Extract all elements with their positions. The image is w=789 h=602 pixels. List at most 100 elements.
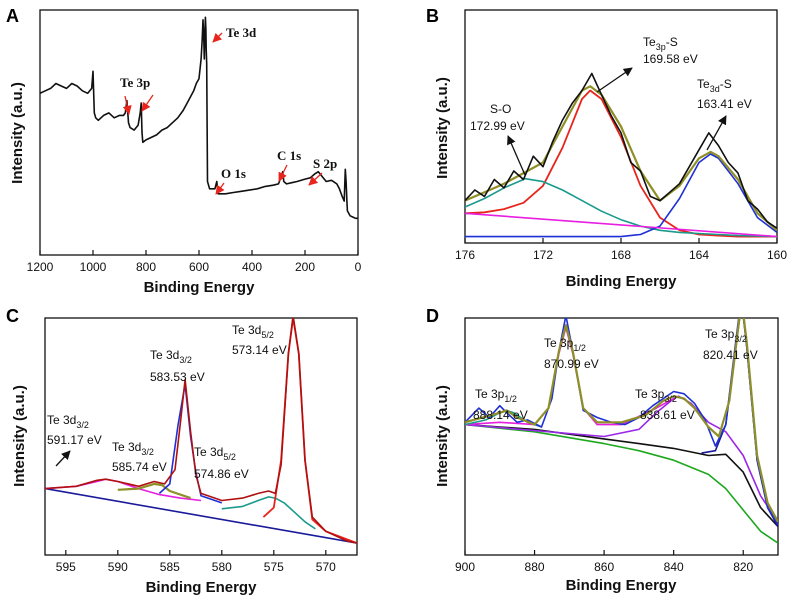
- series-line-b-2: [465, 153, 777, 238]
- xtick-label-c-2: 585: [160, 560, 180, 574]
- xtick-label-d-4: 820: [733, 560, 753, 574]
- xtick-label-a-5: 200: [295, 260, 315, 274]
- xtick-label-a-1: 1000: [80, 260, 107, 274]
- xtick-label-c-3: 580: [212, 560, 232, 574]
- annotation-o1s: O 1s: [221, 166, 246, 181]
- series-layer-c: [45, 318, 357, 544]
- arrow-so: [507, 135, 526, 176]
- series-line-b-0: [465, 89, 777, 238]
- series-line-c-3: [158, 383, 223, 504]
- xtick-label-d-0: 900: [455, 560, 475, 574]
- annotation-d-870-label: Te 3p1/2: [544, 336, 586, 353]
- xtick-label-d-1: 880: [525, 560, 545, 574]
- plot-frame-a: [39, 9, 359, 256]
- arrow-te3p-1: [122, 95, 132, 115]
- annotation-c-574-value: 574.86 eV: [194, 467, 249, 481]
- annotation-te3d: Te 3d: [226, 25, 257, 40]
- ylabel-a: Intensity (a.u.): [9, 82, 26, 184]
- arrow-c-591: [55, 450, 71, 467]
- annotation-c-591-value: 591.17 eV: [47, 433, 102, 447]
- arrow-o1s: [215, 182, 225, 195]
- xtick-label-a-6: 0: [355, 260, 362, 274]
- xtick-label-a-0: 1200: [27, 260, 54, 274]
- arrow-s2p: [308, 172, 323, 186]
- arrow-te3p-2: [141, 94, 154, 112]
- series-line-c-2: [117, 482, 191, 500]
- xlabel-a: Binding Energy: [144, 279, 255, 296]
- panel-label-d: D: [426, 306, 439, 326]
- series-line-c-0: [45, 487, 357, 544]
- annotation-d-888-label: Te 3p1/2: [475, 387, 517, 404]
- series-layer-a: [40, 16, 358, 220]
- ylabel-b: Intensity (a.u.): [434, 77, 451, 179]
- series-line-a-0: [40, 16, 358, 220]
- annotation-c-573-label: Te 3d5/2: [232, 323, 274, 340]
- panel-a: A 1200 1000 800 600 400 200 0 Binding Energy I…: [6, 6, 362, 296]
- annotation-c-574-label: Te 3d5/2: [194, 445, 236, 462]
- arrow-te3d: [212, 32, 223, 43]
- annotation-c-585-label: Te 3d3/2: [112, 440, 154, 457]
- xtick-label-b-3: 164: [689, 248, 709, 262]
- annotation-c-583-value: 583.53 eV: [150, 370, 205, 384]
- panel-label-b: B: [426, 6, 439, 26]
- annotation-te3ps: Te3p-S: [643, 35, 678, 52]
- xlabel-b: Binding Energy: [566, 273, 677, 290]
- xtick-label-b-4: 160: [767, 248, 787, 262]
- series-line-b-5: [465, 72, 777, 229]
- annotation-te3ds: Te3d-S: [697, 77, 732, 94]
- panel-d: D 900 880 860 840 820 Binding Energy Intensi…: [426, 306, 779, 594]
- annotation-c-585-value: 585.74 eV: [112, 460, 167, 474]
- annotation-te3p: Te 3p: [120, 75, 150, 90]
- xticks-c: 595 590 585 580 575 570: [56, 550, 336, 574]
- annotation-c-573-value: 573.14 eV: [232, 343, 287, 357]
- xtick-label-c-5: 570: [316, 560, 336, 574]
- annotation-d-838-value: 838.61 eV: [640, 408, 695, 422]
- annotation-c1s: C 1s: [277, 148, 301, 163]
- arrow-c1s: [278, 164, 288, 182]
- annotation-c-591-label: Te 3d3/2: [47, 413, 89, 430]
- panel-c: C 595 590 585 580 575 570 Binding Energy Inte…: [6, 306, 358, 596]
- plot-frame-d: [464, 317, 779, 556]
- xlabel-d: Binding Energy: [566, 577, 677, 594]
- annotation-c-583-label: Te 3d3/2: [150, 348, 192, 365]
- ylabel-c: Intensity (a.u.): [11, 385, 28, 487]
- series-line-d-7: [465, 318, 778, 523]
- series-line-c-6: [45, 318, 357, 544]
- xticks-d: 900 880 860 840 820: [455, 550, 754, 574]
- xtick-label-a-3: 600: [189, 260, 209, 274]
- annotation-te3ds-value: 163.41 eV: [697, 97, 752, 111]
- arrow-te3ps: [596, 67, 633, 93]
- ylabel-d: Intensity (a.u.): [434, 385, 451, 487]
- xticks-b: 176 172 168 164 160: [455, 238, 787, 262]
- xticks-a: 1200 1000 800 600 400 200 0: [27, 250, 362, 274]
- annotation-so-value: 172.99 eV: [470, 119, 525, 133]
- arrow-te3ds: [706, 115, 727, 151]
- xtick-label-a-4: 400: [242, 260, 262, 274]
- panel-label-c: C: [6, 306, 19, 326]
- xtick-label-b-0: 176: [455, 248, 475, 262]
- xtick-label-d-3: 840: [664, 560, 684, 574]
- annotation-so: S-O: [490, 102, 511, 116]
- annotation-d-838-label: Te 3p3/2: [635, 387, 677, 404]
- panel-label-a: A: [6, 6, 19, 26]
- panel-b: B 176 172 168 164 160 Binding Energy Intensi…: [426, 6, 787, 290]
- annotation-s2p: S 2p: [313, 156, 337, 171]
- xtick-label-c-4: 575: [264, 560, 284, 574]
- xtick-label-c-1: 590: [108, 560, 128, 574]
- xtick-label-b-1: 172: [533, 248, 553, 262]
- annotation-d-888-value: 888.14 eV: [473, 408, 528, 422]
- series-line-d-0: [465, 423, 778, 544]
- xtick-label-c-0: 595: [56, 560, 76, 574]
- plot-frame-c: [44, 317, 358, 556]
- series-line-b-1: [465, 177, 777, 238]
- xlabel-c: Binding Energy: [146, 579, 257, 596]
- annotation-te3ps-value: 169.58 eV: [643, 52, 698, 66]
- xtick-label-d-2: 860: [594, 560, 614, 574]
- annotation-d-820-value: 820.41 eV: [703, 348, 758, 362]
- series-line-b-3: [465, 212, 777, 238]
- annotation-d-820-label: Te 3p3/2: [705, 327, 747, 344]
- xtick-label-a-2: 800: [136, 260, 156, 274]
- xtick-label-b-2: 168: [611, 248, 631, 262]
- series-layer-d: [465, 318, 778, 544]
